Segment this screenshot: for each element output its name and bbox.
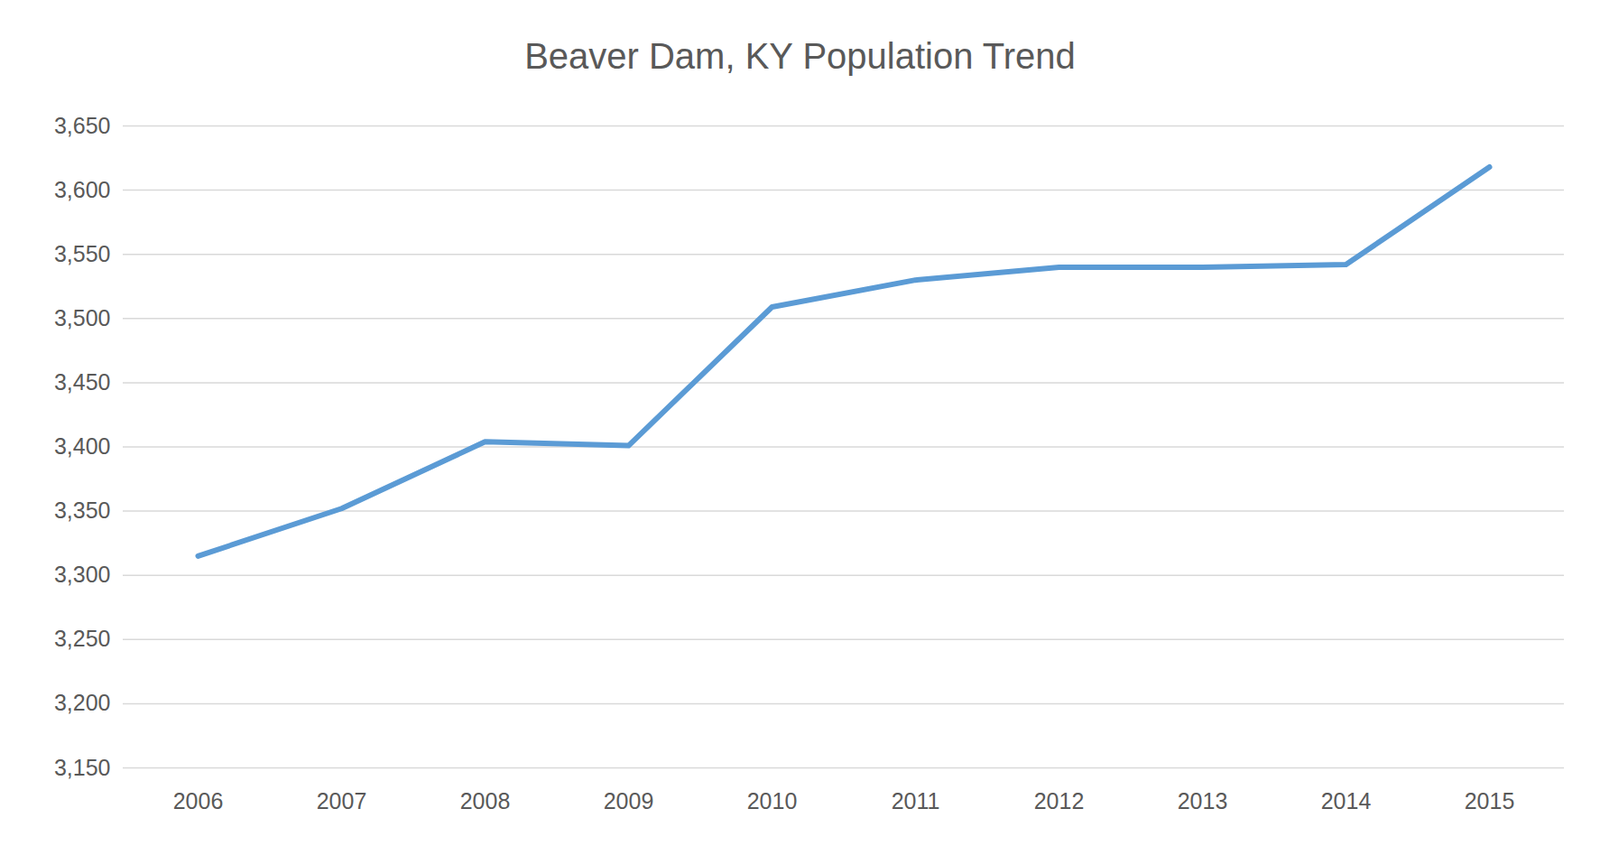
svg-text:3,450: 3,450 bbox=[54, 369, 111, 395]
svg-text:3,650: 3,650 bbox=[54, 112, 111, 139]
svg-text:2008: 2008 bbox=[460, 787, 511, 814]
svg-text:3,400: 3,400 bbox=[54, 433, 111, 459]
svg-text:2014: 2014 bbox=[1321, 787, 1372, 814]
html-text:Beaver Dam, KY Population Tren: Beaver Dam, KY Population Trend bbox=[524, 36, 1076, 76]
svg-text:3,550: 3,550 bbox=[54, 240, 111, 267]
svg-text:3,250: 3,250 bbox=[54, 625, 111, 651]
svg-text:3,300: 3,300 bbox=[54, 561, 111, 587]
svg-text:2013: 2013 bbox=[1177, 787, 1229, 814]
svg-text:2009: 2009 bbox=[603, 787, 655, 814]
svg-text:3,600: 3,600 bbox=[54, 176, 111, 203]
svg-text:2011: 2011 bbox=[891, 787, 941, 814]
svg-text:2010: 2010 bbox=[747, 787, 798, 814]
svg-text:2012: 2012 bbox=[1034, 787, 1085, 814]
svg-text:2007: 2007 bbox=[316, 787, 368, 814]
svg-text:3,350: 3,350 bbox=[54, 497, 111, 523]
svg-text:2015: 2015 bbox=[1464, 787, 1516, 814]
svg-text:3,150: 3,150 bbox=[54, 754, 111, 780]
svg-text:2006: 2006 bbox=[173, 787, 224, 814]
svg-text:3,200: 3,200 bbox=[54, 689, 111, 715]
svg-text:3,500: 3,500 bbox=[54, 305, 111, 331]
